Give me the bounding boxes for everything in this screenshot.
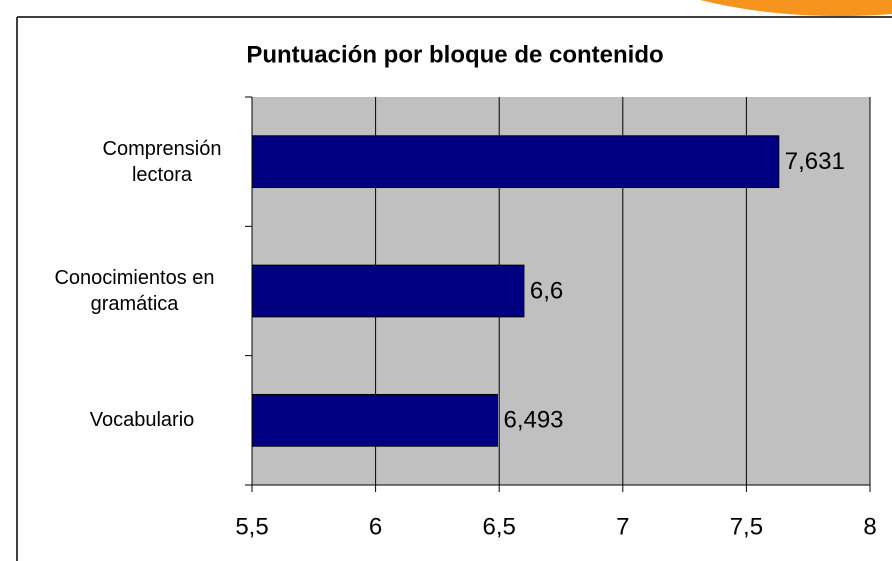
bar [251, 264, 525, 318]
data-label: 7,631 [785, 148, 845, 175]
data-label: 6,493 [503, 407, 563, 434]
data-label: 6,6 [530, 277, 563, 304]
x-tick-label: 6,5 [483, 513, 516, 540]
y-tick-label: Conocimientos en gramática [54, 267, 215, 315]
y-tick-label: Vocabulario [89, 409, 195, 432]
bar [251, 135, 780, 189]
bar [251, 393, 498, 447]
x-tick-label: 6 [369, 513, 382, 540]
y-tick-label: Comprensión lectora [102, 137, 222, 186]
x-tick-label: 5,5 [235, 513, 268, 540]
x-tick-label: 7,5 [730, 513, 763, 540]
decoration [700, 0, 892, 17]
x-tick-label: 8 [863, 513, 876, 540]
chart-title: Puntuación por bloque de contenido [246, 41, 663, 68]
x-tick-label: 7 [616, 513, 629, 540]
